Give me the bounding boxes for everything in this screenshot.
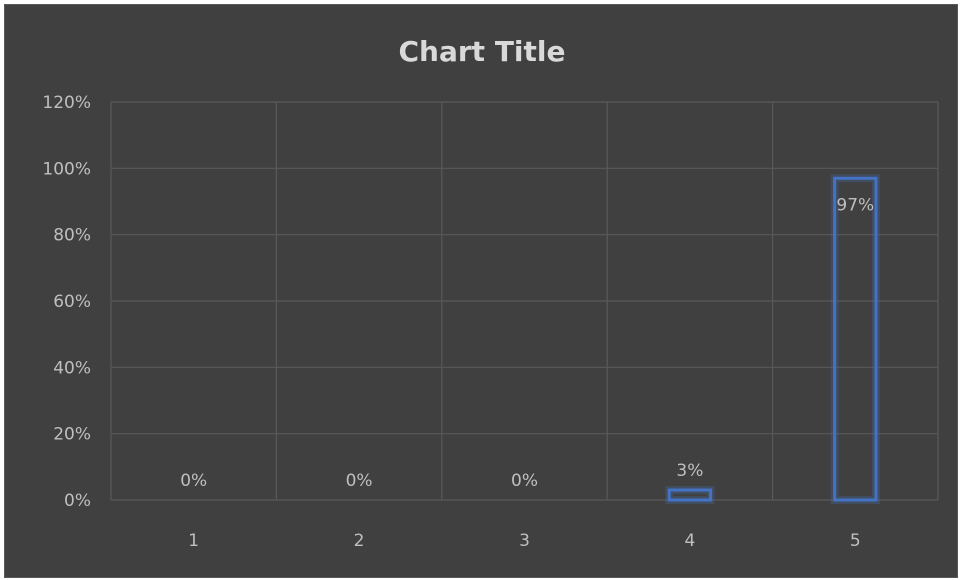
bar-chart: Chart Title 0%20%40%60%80%100%120% 0% 0% 0… xyxy=(42,35,939,551)
x-tick-label: 3 xyxy=(519,531,530,551)
y-axis-ticks: 0% 20% 40% 60% 80% 100% 120% xyxy=(42,93,91,511)
y-tick-label: 40% xyxy=(53,358,91,378)
x-tick-label: 2 xyxy=(354,531,365,551)
bars xyxy=(665,174,880,505)
data-label: 0% xyxy=(346,471,373,491)
data-label: 0% xyxy=(180,471,207,491)
gridlines xyxy=(110,101,939,501)
y-tick-label: 80% xyxy=(53,226,91,246)
data-label: 0% xyxy=(511,471,538,491)
data-label: 3% xyxy=(676,461,703,481)
x-tick-label: 1 xyxy=(188,531,199,551)
bar-glow xyxy=(830,174,880,505)
y-tick-label: 20% xyxy=(53,425,91,445)
y-tick-label: 0% xyxy=(64,491,91,511)
y-tick-label: 120% xyxy=(42,93,91,113)
y-tick-label: 60% xyxy=(53,292,91,312)
bar xyxy=(667,488,713,502)
bar xyxy=(833,176,878,502)
y-tick-label: 100% xyxy=(42,159,91,179)
data-label: 97% xyxy=(836,195,874,215)
x-tick-label: 4 xyxy=(684,531,695,551)
data-labels: 0% 0% 0% 3% 97% xyxy=(180,195,874,491)
chart-title: Chart Title xyxy=(399,35,566,68)
x-tick-label: 5 xyxy=(850,531,861,551)
x-axis-ticks: 1 2 3 4 5 xyxy=(188,531,860,551)
chart-area: Chart Title 0% 20% 40% 60% 80% 100% 120% 0% 0% 0… xyxy=(4,4,958,578)
